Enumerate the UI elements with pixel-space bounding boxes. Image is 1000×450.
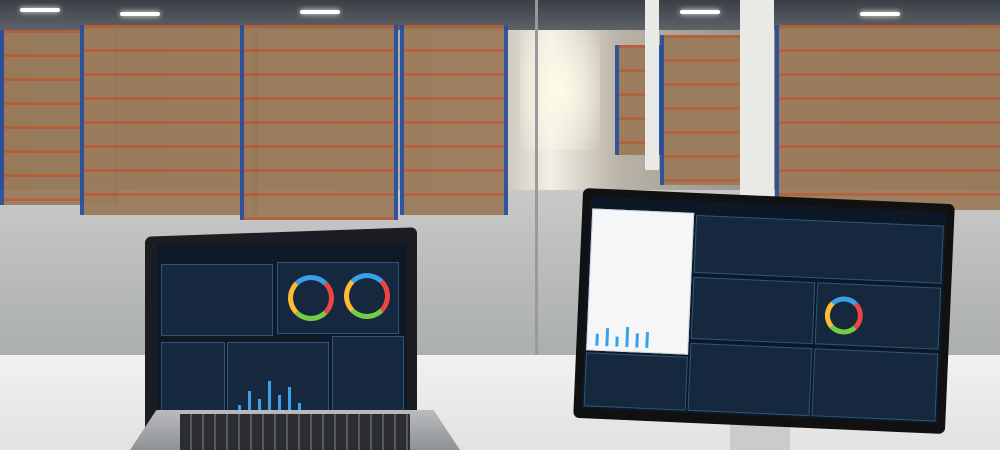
shelf-rack xyxy=(775,25,1000,210)
monitor-dashboard xyxy=(581,196,947,424)
bar xyxy=(605,328,610,347)
dashboard-panel xyxy=(687,342,813,417)
distant-light xyxy=(520,30,600,150)
dashboard-panel xyxy=(583,352,688,411)
bar xyxy=(615,336,619,347)
bar xyxy=(645,331,649,348)
dashboard-panel xyxy=(693,214,944,284)
bar xyxy=(248,391,251,425)
shelf-rack xyxy=(660,35,748,185)
shelf-rack xyxy=(400,25,508,215)
bar xyxy=(635,333,639,348)
line-chart-panel xyxy=(690,276,816,345)
shelf-rack xyxy=(80,25,258,215)
dashboard-panel xyxy=(814,282,942,350)
bar xyxy=(288,387,291,425)
ceiling-light xyxy=(20,8,60,12)
pillar xyxy=(645,0,659,170)
keyboard xyxy=(180,414,410,450)
donut-chart xyxy=(824,295,864,336)
dashboard-panel xyxy=(161,264,273,336)
list-panel xyxy=(811,348,939,422)
bar xyxy=(625,327,630,348)
donut-chart xyxy=(288,275,334,321)
glass-divider xyxy=(535,0,538,360)
bar xyxy=(268,381,271,425)
ceiling-light xyxy=(300,10,340,14)
ceiling-light xyxy=(120,12,160,16)
report-panel xyxy=(586,208,695,355)
ceiling-light xyxy=(680,10,720,14)
pillar xyxy=(740,0,774,210)
ceiling-light xyxy=(860,12,900,16)
donut-chart xyxy=(344,273,390,319)
monitor xyxy=(573,187,955,435)
dashboard-panel xyxy=(277,262,399,334)
bar xyxy=(595,333,599,346)
laptop-dashboard xyxy=(157,244,407,434)
shelf-rack xyxy=(240,25,398,220)
